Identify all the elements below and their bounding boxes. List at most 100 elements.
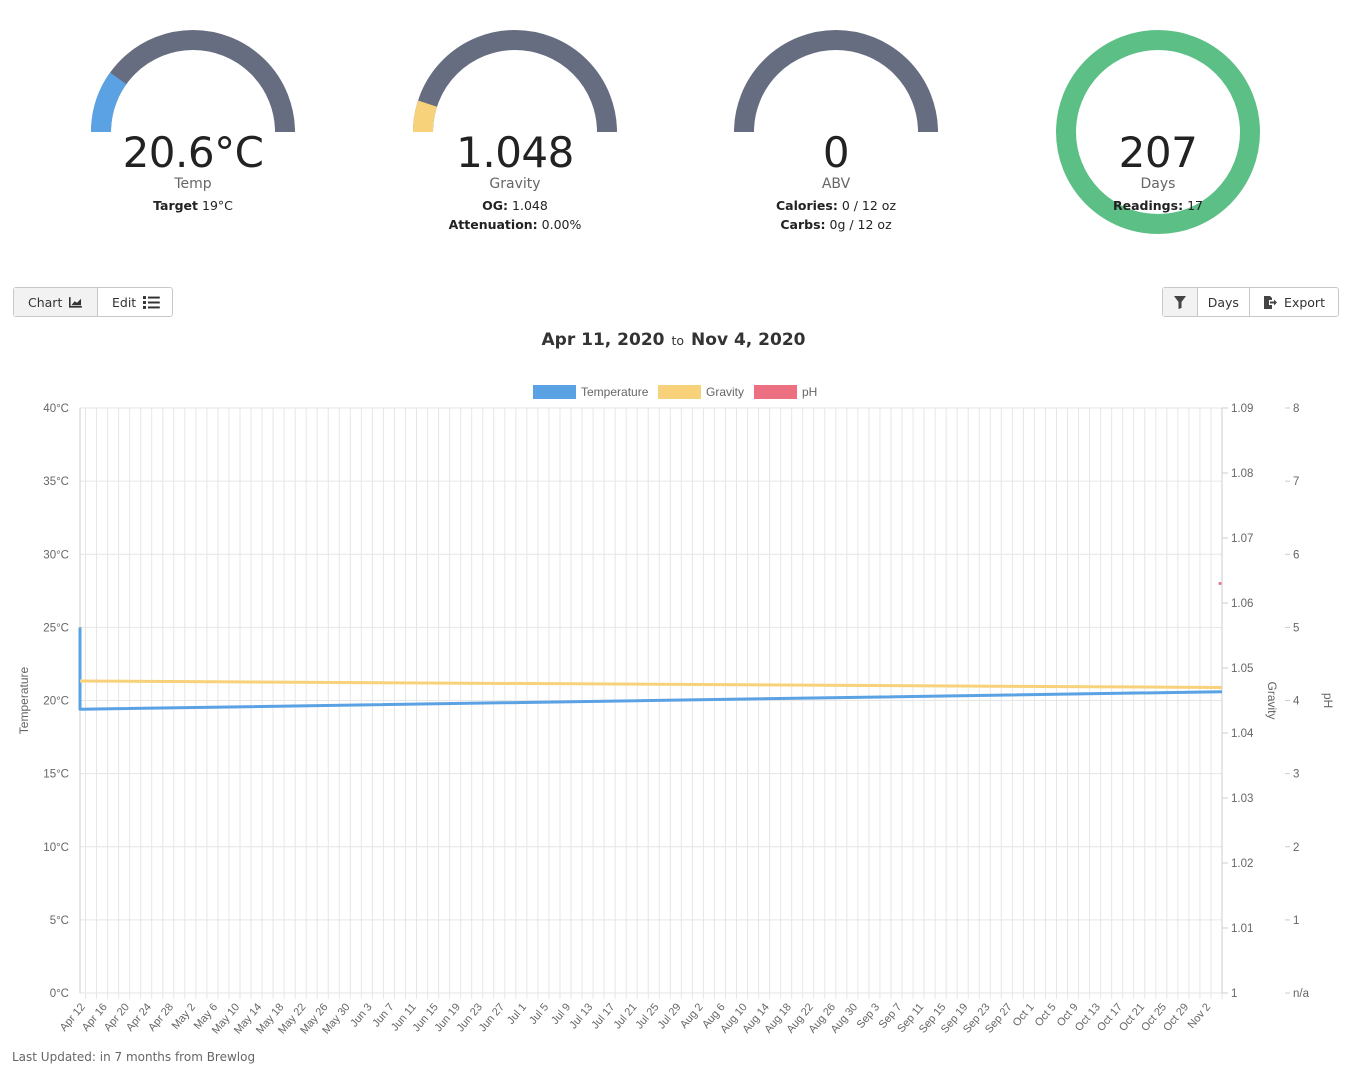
x-tick-label: Jul 25 — [634, 1001, 662, 1031]
range-to: to — [671, 333, 685, 348]
abv-gauge-track — [734, 30, 938, 133]
y-gravity-tick-label: 1.01 — [1231, 923, 1253, 935]
area-chart-icon — [69, 297, 83, 308]
days-label: Days — [1140, 176, 1176, 192]
target-label: Target — [153, 198, 199, 213]
gravity-gauge-arc — [413, 30, 617, 133]
y-left-axis-title: Temperature — [17, 666, 31, 734]
x-tick-label: Jul 5 — [527, 1001, 551, 1027]
y-left-tick-label: 0°C — [50, 988, 69, 1000]
x-tick-label: Aug 2 — [678, 1001, 706, 1031]
chart-button[interactable]: Chart — [14, 288, 98, 316]
y-ph-tick-label: 7 — [1293, 476, 1299, 488]
attenuation-value: 0.00% — [541, 217, 582, 232]
list-icon — [143, 295, 160, 309]
temp-label: Temp — [174, 176, 212, 192]
series-line-gravity — [79, 679, 1223, 689]
days-gauge: 207 Days Readings: 17 — [1048, 26, 1268, 234]
legend-swatch-ph — [754, 385, 797, 399]
x-tick-label: Nov 2 — [1186, 1001, 1214, 1031]
x-tick-label: Oct 5 — [1033, 1001, 1059, 1029]
attenuation-label: Attenuation: — [448, 217, 538, 232]
x-tick-label: Jul 17 — [589, 1001, 617, 1031]
abv-label: ABV — [821, 176, 851, 192]
date-range: Apr 11, 2020 to Nov 4, 2020 — [0, 330, 1347, 350]
y-gravity-tick-label: 1.09 — [1231, 403, 1253, 415]
gravity-details: OG: 1.048 Attenuation: 0.00% — [405, 196, 625, 234]
carbs-value: 0g / 12 oz — [829, 217, 892, 232]
gravity-label: Gravity — [489, 176, 541, 192]
og-value: 1.048 — [512, 198, 548, 213]
filter-icon — [1173, 295, 1186, 309]
temp-gauge-track — [91, 30, 295, 133]
range-start: Apr 11, 2020 — [541, 330, 665, 350]
temp-gauge-arc — [90, 30, 295, 133]
temp-gauge: 20.6°C Temp Target 19°C — [83, 26, 303, 226]
target-value: 19°C — [202, 198, 233, 213]
days-details: Readings: 17 — [1048, 196, 1268, 215]
temp-value: 20.6°C — [122, 128, 264, 177]
x-tick-label: Jul 13 — [567, 1001, 595, 1031]
x-tick-label: Jul 21 — [611, 1001, 639, 1031]
y-left-tick-label: 30°C — [43, 549, 69, 561]
series-line-temperature — [78, 627, 1223, 711]
export-button[interactable]: Export — [1250, 288, 1338, 316]
gravity-gauge-track — [413, 30, 617, 133]
y-ph-tick-label: 6 — [1293, 549, 1299, 561]
gravity-gauge-fill — [413, 100, 438, 133]
abv-gauge-arc — [734, 30, 938, 133]
y-left-tick-label: 35°C — [43, 476, 69, 488]
days-value: 207 — [1118, 128, 1198, 177]
legend-swatch-gravity — [658, 385, 701, 399]
y-left-tick-label: 40°C — [43, 403, 69, 415]
gravity-gauge: 1.048 Gravity OG: 1.048 Attenuation: 0.0… — [405, 26, 625, 232]
y-gravity-tick-label: 1.06 — [1231, 598, 1253, 610]
y-ph-tick-label: n/a — [1293, 988, 1310, 1000]
x-tick-label: May 2 — [170, 1001, 198, 1032]
edit-button[interactable]: Edit — [98, 288, 174, 316]
abv-value: 0 — [822, 128, 850, 177]
legend-label-ph: pH — [802, 385, 817, 399]
days-button[interactable]: Days — [1198, 288, 1251, 316]
y-ph-tick-label: 3 — [1293, 769, 1299, 781]
y-left-tick-label: 25°C — [43, 622, 69, 634]
export-button-label: Export — [1284, 294, 1325, 310]
y-ph-tick-label: 5 — [1293, 622, 1299, 634]
x-tick-label: Jul 29 — [656, 1001, 684, 1031]
y-left-tick-label: 20°C — [43, 696, 69, 708]
y-gravity-tick-label: 1 — [1231, 988, 1237, 1000]
edit-button-label: Edit — [112, 294, 137, 310]
y-gravity-tick-label: 1.05 — [1231, 663, 1253, 675]
legend-label-temperature: Temperature — [581, 385, 649, 399]
legend-label-gravity: Gravity — [706, 385, 744, 399]
days-button-label: Days — [1207, 294, 1239, 310]
calories-label: Calories: — [775, 198, 838, 213]
y-left-tick-label: 15°C — [43, 769, 69, 781]
og-label: OG: — [482, 198, 509, 213]
legend-swatch-temperature — [533, 385, 576, 399]
y-ph-tick-label: 2 — [1293, 842, 1299, 854]
y-left-tick-label: 5°C — [50, 915, 69, 927]
x-tick-label: Oct 1 — [1011, 1001, 1037, 1029]
filter-button[interactable] — [1163, 288, 1198, 316]
y-ph-tick-label: 8 — [1293, 403, 1299, 415]
y-gravity-tick-label: 1.02 — [1231, 858, 1253, 870]
gravity-value: 1.048 — [456, 128, 574, 177]
y-gravity-tick-label: 1.04 — [1231, 728, 1254, 740]
y-gravity-tick-label: 1.03 — [1231, 793, 1253, 805]
days-gauge-ring — [1056, 30, 1260, 234]
view-toggle: Chart Edit — [13, 287, 173, 317]
last-updated: Last Updated: in 7 months from Brewlog — [12, 1050, 256, 1064]
y-gravity-axis-title: Gravity — [1265, 681, 1279, 719]
y-gravity-tick-label: 1.08 — [1231, 468, 1253, 480]
export-icon — [1264, 295, 1278, 309]
abv-gauge: 0 ABV Calories: 0 / 12 oz Carbs: 0g / 12… — [726, 26, 946, 232]
x-tick-label: Jun 3 — [348, 1001, 374, 1029]
y-gravity-tick-label: 1.07 — [1231, 533, 1253, 545]
y-ph-tick-label: 1 — [1293, 915, 1299, 927]
days-ring — [1056, 30, 1260, 234]
abv-details: Calories: 0 / 12 oz Carbs: 0g / 12 oz — [726, 196, 946, 234]
chart-actions: Days Export — [1162, 287, 1339, 317]
range-end: Nov 4, 2020 — [691, 330, 806, 350]
